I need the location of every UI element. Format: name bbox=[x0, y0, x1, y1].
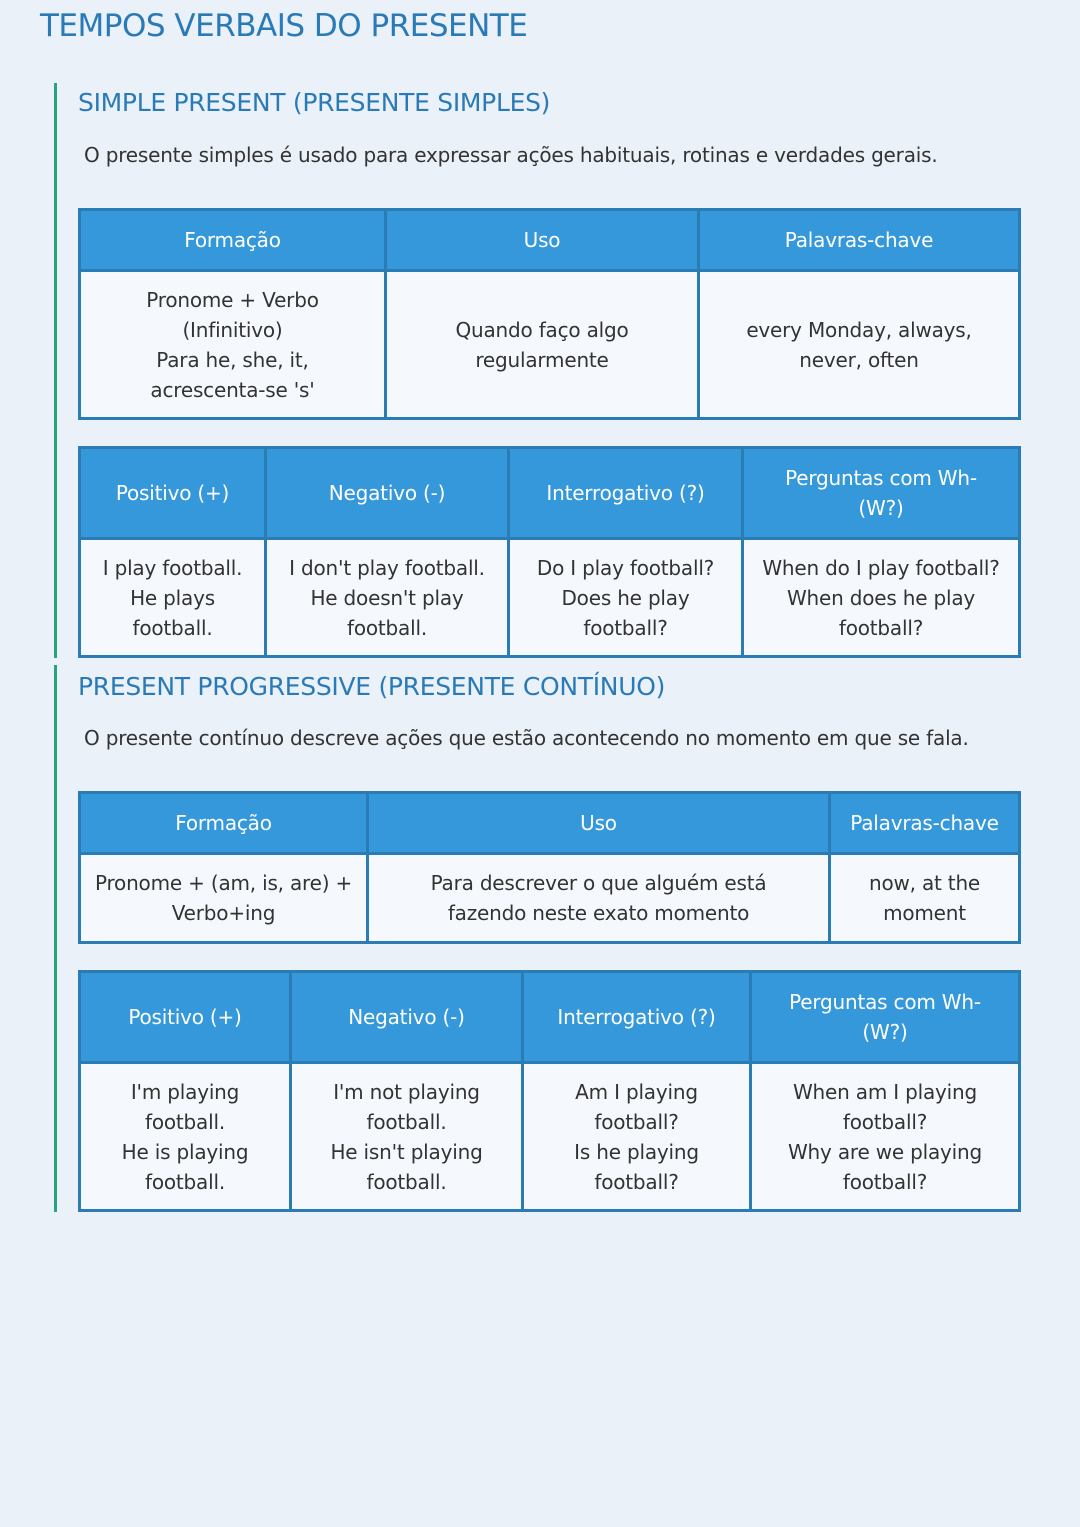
formation-table: Formação Uso Palavras-chave Pronome + Ve… bbox=[78, 208, 1021, 420]
table-cell: When am I playing football? Why are we p… bbox=[749, 1061, 1021, 1212]
section-accent-line bbox=[54, 665, 57, 1212]
table-header: Perguntas com Wh- (W?) bbox=[749, 970, 1021, 1064]
table-cell: Para descrever o que alguém está fazendo… bbox=[366, 852, 831, 944]
forms-table: Positivo (+) Negativo (-) Interrogativo … bbox=[78, 970, 1021, 1212]
table-cell: Pronome + Verbo (Infinitivo) Para he, sh… bbox=[78, 269, 387, 420]
table-cell: I don't play football. He doesn't play f… bbox=[264, 537, 510, 658]
table-header: Positivo (+) bbox=[78, 446, 267, 540]
table-header: Negativo (-) bbox=[289, 970, 524, 1064]
table-header: Uso bbox=[384, 208, 700, 272]
table-header: Perguntas com Wh- (W?) bbox=[741, 446, 1021, 540]
table-cell: Do I play football? Does he play footbal… bbox=[507, 537, 744, 658]
table-header: Interrogativo (?) bbox=[507, 446, 744, 540]
section-description: O presente contínuo descreve ações que e… bbox=[84, 726, 969, 750]
section-heading: SIMPLE PRESENT (PRESENTE SIMPLES) bbox=[78, 88, 551, 117]
section-heading: PRESENT PROGRESSIVE (PRESENTE CONTÍNUO) bbox=[78, 672, 666, 701]
table-header: Palavras-chave bbox=[828, 791, 1021, 855]
table-cell: Quando faço algo regularmente bbox=[384, 269, 700, 420]
table-header: Formação bbox=[78, 208, 387, 272]
section-accent-line bbox=[54, 83, 57, 658]
table-cell: When do I play football? When does he pl… bbox=[741, 537, 1021, 658]
table-cell: I play football. He plays football. bbox=[78, 537, 267, 658]
table-header: Uso bbox=[366, 791, 831, 855]
forms-table: Positivo (+) Negativo (-) Interrogativo … bbox=[78, 446, 1021, 658]
table-cell: now, at the moment bbox=[828, 852, 1021, 944]
page-title: TEMPOS VERBAIS DO PRESENTE bbox=[40, 8, 528, 44]
table-cell: Pronome + (am, is, are) + Verbo+ing bbox=[78, 852, 369, 944]
table-cell: I'm not playing football. He isn't playi… bbox=[289, 1061, 524, 1212]
section-description: O presente simples é usado para expressa… bbox=[84, 143, 938, 167]
table-header: Negativo (-) bbox=[264, 446, 510, 540]
table-cell: every Monday, always, never, often bbox=[697, 269, 1021, 420]
table-header: Positivo (+) bbox=[78, 970, 292, 1064]
formation-table: Formação Uso Palavras-chave Pronome + (a… bbox=[78, 791, 1021, 944]
table-cell: I'm playing football. He is playing foot… bbox=[78, 1061, 292, 1212]
table-header: Palavras-chave bbox=[697, 208, 1021, 272]
table-header: Formação bbox=[78, 791, 369, 855]
table-header: Interrogativo (?) bbox=[521, 970, 752, 1064]
table-cell: Am I playing football? Is he playing foo… bbox=[521, 1061, 752, 1212]
